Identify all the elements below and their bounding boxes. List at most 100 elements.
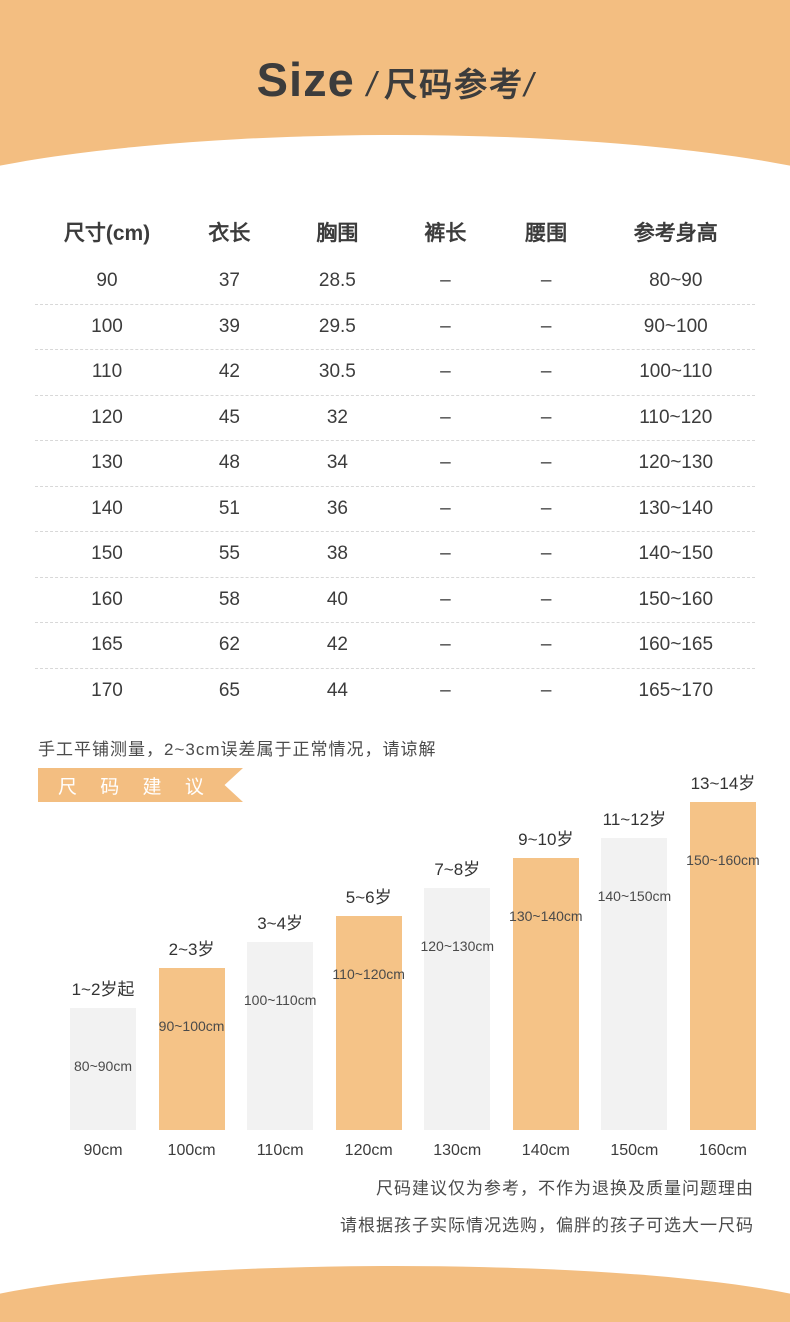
table-cell: 55 bbox=[218, 543, 240, 565]
bar-range-label: 90~100cm bbox=[158, 1018, 225, 1034]
table-cell: 40 bbox=[326, 588, 348, 610]
table-cell: – bbox=[540, 543, 552, 565]
table-cell: 150 bbox=[91, 543, 123, 565]
table-row: 120 45 32 – – 110~120 bbox=[35, 396, 755, 441]
table-cell: 160~165 bbox=[638, 634, 714, 656]
table-cell: 130 bbox=[91, 452, 123, 474]
bar: 100~110cm bbox=[244, 942, 316, 1130]
table-cell: – bbox=[440, 361, 451, 383]
table-row: 90 37 28.5 – – 80~90 bbox=[35, 259, 755, 305]
table-cell: – bbox=[540, 315, 552, 337]
table-cell: – bbox=[540, 588, 552, 610]
table-cell: 160 bbox=[91, 588, 123, 610]
table-cell: 62 bbox=[218, 634, 240, 656]
bar-range-label: 140~150cm bbox=[597, 888, 672, 904]
table-cell: 140~150 bbox=[638, 543, 714, 565]
table-cell: 58 bbox=[218, 588, 240, 610]
bar-group: 3~4岁 100~110cm 110cm bbox=[244, 909, 317, 1164]
bar-range-label: 80~90cm bbox=[74, 1058, 132, 1074]
footer-note-line1: 尺码建议仅为参考，不作为退换及质量问题理由 bbox=[376, 1179, 754, 1198]
footer-note-line2: 请根据孩子实际情况选购，偏胖的孩子可选大一尺码 bbox=[340, 1216, 754, 1235]
bar-range-label: 120~130cm bbox=[420, 938, 495, 954]
table-cell: 65 bbox=[218, 679, 240, 701]
bar-group: 7~8岁 120~130cm 130cm bbox=[420, 855, 494, 1164]
bar: 140~150cm bbox=[598, 838, 671, 1130]
table-cell: – bbox=[440, 315, 451, 337]
table-cell: 170 bbox=[91, 679, 123, 701]
table-cell: – bbox=[540, 406, 552, 428]
table-cell: – bbox=[440, 634, 451, 656]
table-cell: – bbox=[540, 634, 552, 656]
table-cell: 29.5 bbox=[318, 315, 356, 337]
bar-group: 5~6岁 110~120cm 120cm bbox=[332, 883, 405, 1164]
bar: 80~90cm bbox=[70, 1008, 136, 1130]
bar-range-label: 100~110cm bbox=[243, 992, 317, 1008]
bar-x-label: 160cm bbox=[698, 1142, 747, 1159]
bar-x-label: 150cm bbox=[610, 1142, 659, 1159]
size-table: 尺寸(cm) 衣长 胸围 裤长 腰围 参考身高 90 37 28.5 – – 80~90 1… bbox=[35, 205, 755, 713]
header-cell-pants: 裤长 bbox=[424, 222, 467, 245]
table-row: 100 39 29.5 – – 90~100 bbox=[35, 305, 755, 350]
bar-age-label: 9~10岁 bbox=[518, 830, 574, 849]
table-cell: – bbox=[440, 406, 451, 428]
table-row: 150 55 38 – – 140~150 bbox=[35, 532, 755, 578]
table-cell: 37 bbox=[218, 270, 240, 292]
size-chart: 1~2岁起 80~90cm 90cm 2~3岁 90~100cm 100cm 3~4岁 100… bbox=[0, 772, 790, 1164]
table-cell: 130~140 bbox=[638, 497, 714, 519]
bar-range-label: 150~160cm bbox=[686, 852, 760, 868]
table-cell: 39 bbox=[218, 315, 240, 337]
measure-note: 手工平铺测量，2~3cm误差属于正常情况，请谅解 bbox=[38, 740, 437, 759]
table-row: 165 62 42 – – 160~165 bbox=[35, 623, 755, 669]
top-curve-divider bbox=[0, 135, 790, 230]
table-cell: – bbox=[440, 588, 451, 610]
table-row: 140 51 36 – – 130~140 bbox=[35, 487, 755, 532]
table-cell: 45 bbox=[218, 406, 240, 428]
title-slash: / bbox=[366, 66, 377, 104]
table-cell: 100 bbox=[91, 315, 123, 337]
bottom-orange-arc bbox=[0, 1266, 790, 1322]
bar-age-label: 3~4岁 bbox=[257, 914, 304, 933]
table-cell: 42 bbox=[326, 634, 348, 656]
table-cell: – bbox=[440, 452, 451, 474]
bar-x-label: 140cm bbox=[521, 1142, 570, 1159]
bar: 150~160cm bbox=[686, 802, 760, 1130]
bar-age-label: 13~14岁 bbox=[690, 774, 756, 793]
table-cell: 38 bbox=[326, 543, 348, 565]
page-title: Size / 尺码参考/ bbox=[0, 52, 790, 107]
bar-x-label: 130cm bbox=[433, 1142, 482, 1159]
title-english: Size bbox=[256, 53, 355, 106]
table-cell: 150~160 bbox=[638, 588, 714, 610]
bar-x-label: 100cm bbox=[167, 1142, 216, 1159]
size-table-header: 尺寸(cm) 衣长 胸围 裤长 腰围 参考身高 bbox=[35, 205, 755, 259]
table-cell: – bbox=[440, 679, 451, 701]
header-cell-chest: 胸围 bbox=[316, 222, 359, 245]
table-cell: 120 bbox=[91, 406, 123, 428]
table-cell: 90~100 bbox=[643, 315, 708, 337]
table-cell: 80~90 bbox=[649, 270, 703, 292]
table-row: 130 48 34 – – 120~130 bbox=[35, 441, 755, 487]
bar-age-label: 7~8岁 bbox=[434, 860, 481, 879]
bar-age-label: 1~2岁起 bbox=[71, 980, 135, 999]
table-cell: 30.5 bbox=[318, 361, 356, 383]
bar-x-label: 110cm bbox=[256, 1142, 304, 1159]
table-cell: 100~110 bbox=[639, 361, 713, 383]
table-cell: 165 bbox=[91, 634, 123, 656]
table-cell: 90 bbox=[96, 270, 118, 292]
bar: 90~100cm bbox=[158, 968, 225, 1130]
table-cell: – bbox=[540, 452, 552, 474]
footer-notes: 尺码建议仅为参考，不作为退换及质量问题理由 请根据孩子实际情况选购，偏胖的孩子可… bbox=[340, 1170, 754, 1244]
table-cell: 34 bbox=[326, 452, 348, 474]
size-table-body: 90 37 28.5 – – 80~90 100 39 29.5 – – 90~100 110 42 30.… bbox=[35, 259, 755, 713]
bar-x-label: 90cm bbox=[83, 1142, 123, 1159]
bar: 110~120cm bbox=[332, 916, 405, 1130]
title-end-slash: / bbox=[524, 66, 534, 103]
bar-group: 11~12岁 140~150cm 150cm bbox=[598, 805, 672, 1164]
bar-age-label: 5~6岁 bbox=[345, 888, 392, 907]
table-cell: 28.5 bbox=[318, 270, 356, 292]
table-cell: 44 bbox=[326, 679, 348, 701]
header-cell-length: 衣长 bbox=[208, 222, 251, 245]
table-row: 170 65 44 – – 165~170 bbox=[35, 669, 755, 714]
table-cell: – bbox=[440, 270, 451, 292]
bar-x-label: 120cm bbox=[344, 1142, 393, 1159]
